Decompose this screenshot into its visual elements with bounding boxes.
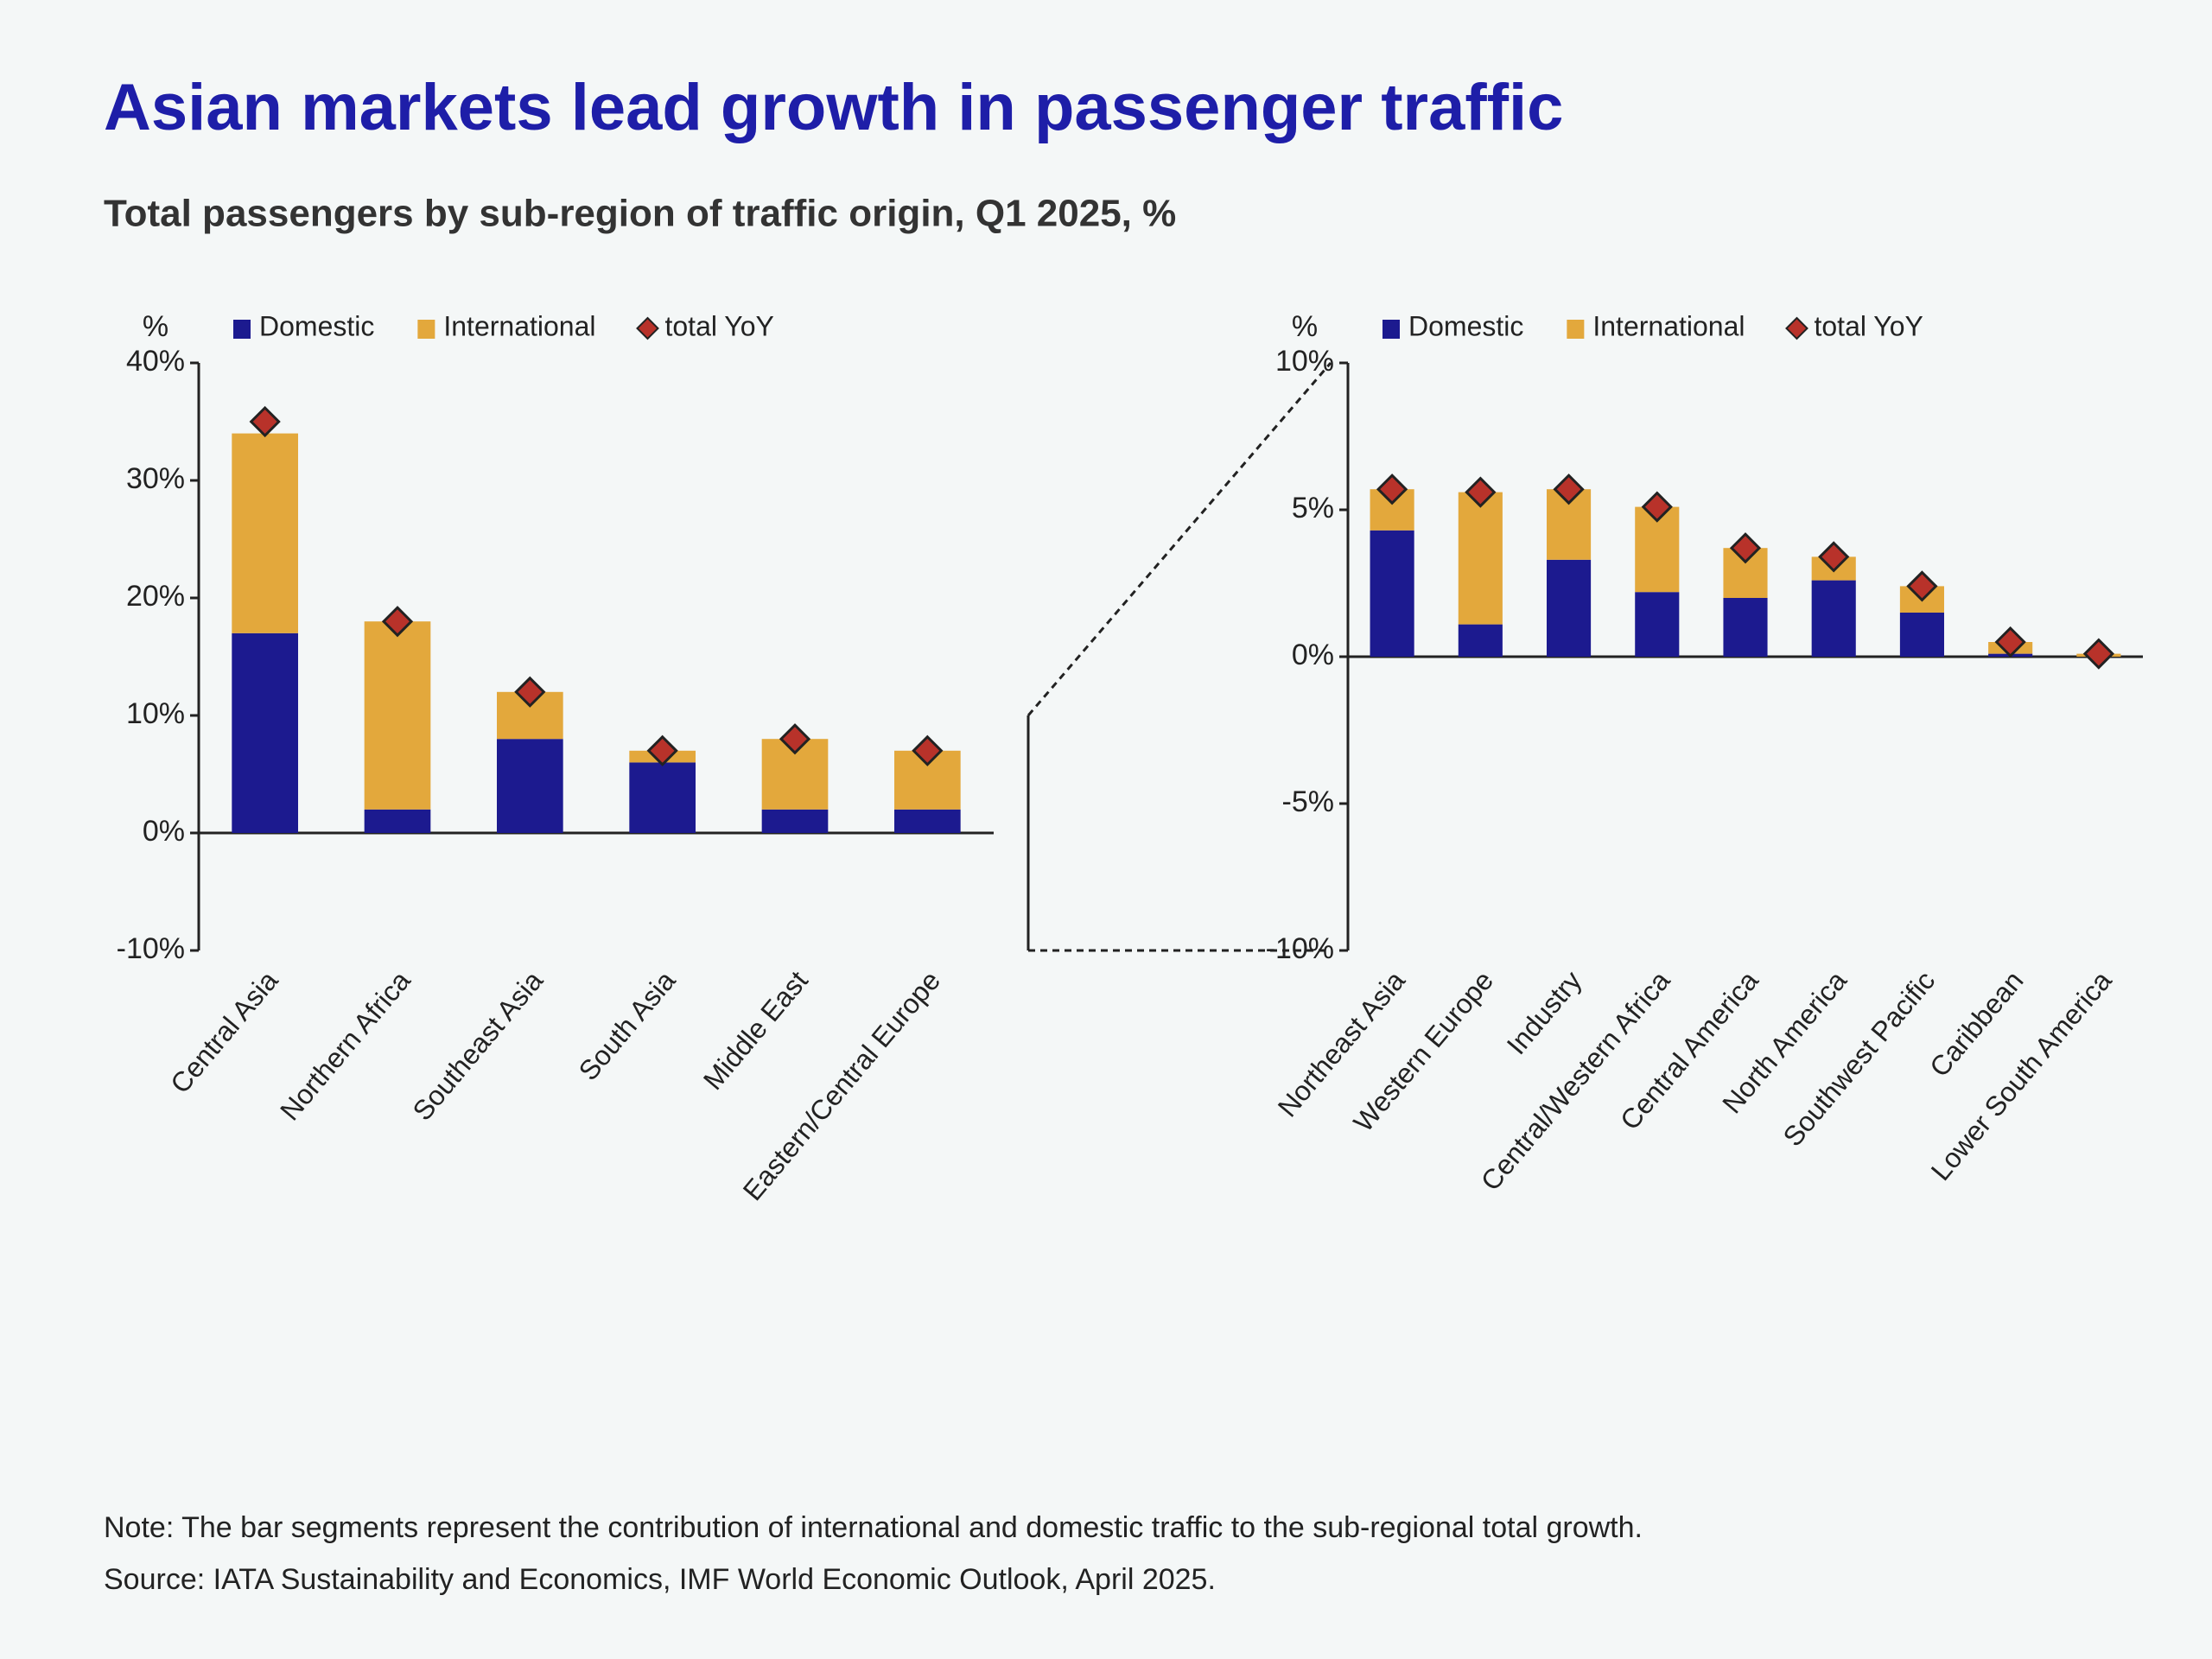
y-axis-unit: % xyxy=(143,310,168,343)
y-axis-unit: % xyxy=(1292,310,1318,343)
y-tick-label: 10% xyxy=(126,697,185,730)
legend-swatch xyxy=(233,320,251,339)
total-marker xyxy=(381,606,414,638)
bar-segment xyxy=(364,809,431,833)
bar-segment xyxy=(1370,530,1414,657)
y-tick-label: -10% xyxy=(117,932,185,965)
total-marker xyxy=(1906,570,1938,602)
legend-label: Domestic xyxy=(259,310,374,341)
legend-label: International xyxy=(1592,310,1745,341)
total-marker xyxy=(1465,476,1497,508)
legend-marker xyxy=(1785,316,1808,340)
total-marker xyxy=(1994,626,2026,658)
bar-segment xyxy=(1811,580,1856,657)
legend-swatch xyxy=(1567,320,1585,339)
y-tick-label: 0% xyxy=(143,815,185,848)
y-tick-label: 30% xyxy=(126,462,185,495)
total-marker xyxy=(1729,532,1762,564)
bar-segment xyxy=(629,762,696,833)
total-marker xyxy=(514,676,546,708)
bar-segment xyxy=(894,809,961,833)
legend-marker xyxy=(636,316,659,340)
y-tick-label: 5% xyxy=(1292,492,1334,524)
legend-swatch xyxy=(417,320,435,339)
bar-segment xyxy=(1458,492,1503,625)
zoom-line xyxy=(1027,362,1332,716)
total-marker xyxy=(646,734,678,766)
slide-title: Asian markets lead growth in passenger t… xyxy=(104,71,1563,144)
total-marker xyxy=(2082,638,2115,670)
total-marker xyxy=(249,405,281,438)
bar-segment xyxy=(364,621,431,810)
slide-subtitle: Total passengers by sub-region of traffi… xyxy=(104,193,1176,235)
bar-segment xyxy=(232,632,298,833)
y-tick-label: 40% xyxy=(126,345,185,378)
legend-label: total YoY xyxy=(664,310,773,341)
legend-swatch xyxy=(1382,320,1400,339)
y-tick-label: -10% xyxy=(1266,932,1334,965)
legend-label: Domestic xyxy=(1408,310,1523,341)
y-tick-label: -5% xyxy=(1282,785,1334,818)
bar-segment xyxy=(1635,592,1680,657)
total-marker xyxy=(1641,491,1673,523)
bar-segment xyxy=(232,433,298,633)
total-marker xyxy=(1818,541,1850,573)
source: Source: IATA Sustainability and Economic… xyxy=(104,1563,1216,1596)
note: Note: The bar segments represent the con… xyxy=(104,1511,1643,1544)
bar-segment xyxy=(1547,559,1592,657)
y-tick-label: 0% xyxy=(1292,639,1334,671)
total-marker xyxy=(1376,474,1408,505)
legend-label: International xyxy=(443,310,595,341)
y-tick-label: 10% xyxy=(1275,345,1334,378)
bar-segment xyxy=(497,739,563,833)
bar-segment xyxy=(1723,598,1768,657)
y-tick-label: 20% xyxy=(126,580,185,613)
legend-label: total YoY xyxy=(1814,310,1923,341)
bar-segment xyxy=(1899,613,1944,657)
bar-segment xyxy=(1458,624,1503,657)
total-marker xyxy=(1553,474,1585,505)
total-marker xyxy=(779,723,811,755)
total-marker xyxy=(912,734,944,766)
bar-segment xyxy=(761,809,829,833)
